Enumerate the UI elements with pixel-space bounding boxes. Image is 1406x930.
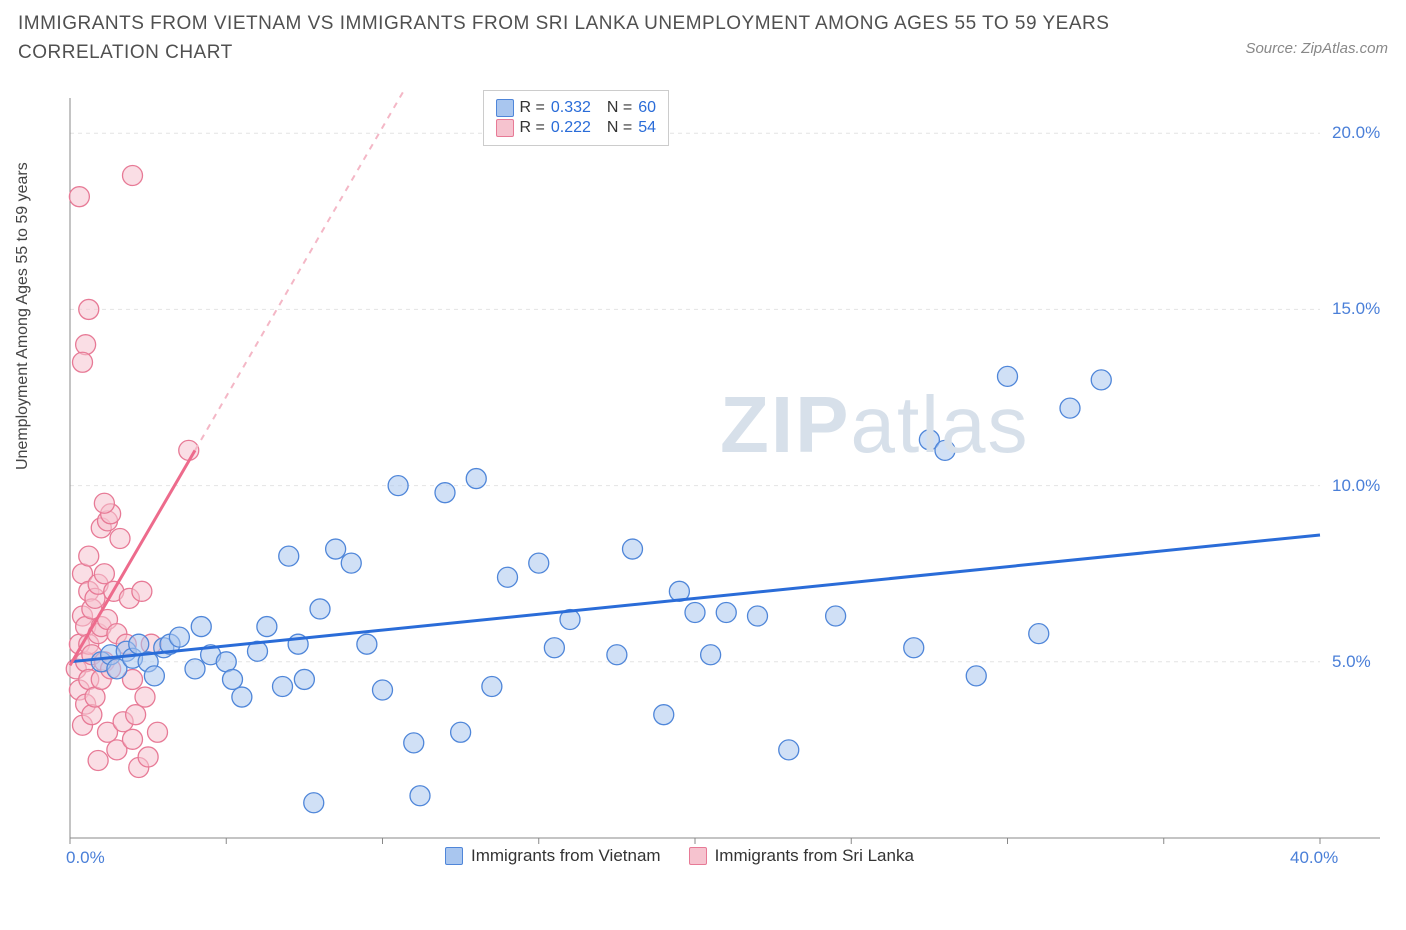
r-label: R = [520,99,545,117]
legend-series-label: Immigrants from Sri Lanka [715,846,914,866]
legend-swatch [496,99,514,117]
n-label: N = [607,99,632,117]
y-tick-label: 15.0% [1332,299,1380,319]
legend-series-label: Immigrants from Vietnam [471,846,661,866]
y-tick-label: 5.0% [1332,652,1371,672]
legend-correlation-row: R = 0.332 N = 60 [496,99,657,117]
legend-swatch [496,119,514,137]
legend-series-item[interactable]: Immigrants from Vietnam [445,846,661,866]
legend-correlation-box: R = 0.332 N = 60 R = 0.222 N = 54 [483,90,670,146]
y-tick-label: 10.0% [1332,476,1380,496]
x-tick-label: 40.0% [1290,848,1338,868]
r-label: R = [520,119,545,137]
chart-title: IMMIGRANTS FROM VIETNAM VS IMMIGRANTS FR… [18,10,1138,67]
r-value[interactable]: 0.332 [551,99,591,117]
legend-swatch [689,847,707,865]
n-value[interactable]: 54 [638,119,656,137]
legend-correlation-row: R = 0.222 N = 54 [496,119,657,137]
y-tick-label: 20.0% [1332,123,1380,143]
n-label: N = [607,119,632,137]
x-tick-label: 0.0% [66,848,105,868]
source-label: Source: ZipAtlas.com [1245,10,1388,57]
r-value[interactable]: 0.222 [551,119,591,137]
legend-series-item[interactable]: Immigrants from Sri Lanka [689,846,914,866]
legend-series: Immigrants from Vietnam Immigrants from S… [445,846,914,866]
y-axis-label: Unemployment Among Ages 55 to 59 years [14,162,32,470]
n-value[interactable]: 60 [638,99,656,117]
legend-swatch [445,847,463,865]
scatter-plot [60,88,1390,878]
chart-area: ZIPatlas R = 0.332 N = 60 R = 0.222 N = … [60,88,1390,878]
